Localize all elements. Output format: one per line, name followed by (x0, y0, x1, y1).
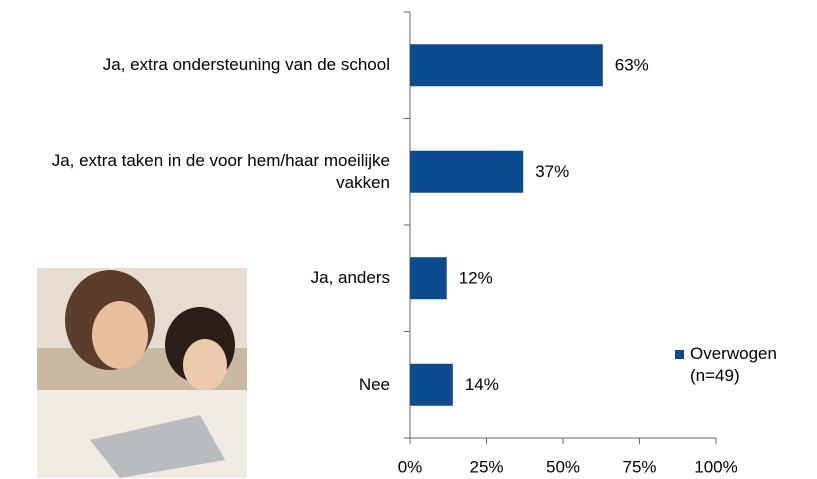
legend-swatch (675, 350, 684, 359)
bar (410, 363, 453, 406)
photo (37, 268, 247, 478)
x-tick-label: 100% (694, 457, 737, 476)
y-tick-label: Ja, extra taken in de voor hem/haar moei… (51, 150, 390, 192)
value-label: 63% (615, 56, 649, 75)
y-tick-label: Ja, anders (310, 268, 390, 288)
x-tick-label: 25% (469, 457, 503, 476)
y-tick-label: Nee (358, 374, 390, 394)
bar (410, 44, 603, 87)
legend: Overwogen (n=49) (675, 343, 810, 387)
bar (410, 257, 447, 300)
value-label: 14% (465, 375, 499, 394)
x-tick-label: 0% (398, 457, 423, 476)
x-tick-label: 50% (546, 457, 580, 476)
bar (410, 150, 524, 193)
x-tick-label: 75% (622, 457, 656, 476)
value-label: 37% (535, 162, 569, 181)
y-tick-label: Ja, extra ondersteuning van de school (102, 55, 390, 75)
legend-label: Overwogen (n=49) (690, 344, 777, 385)
value-label: 12% (459, 269, 493, 288)
